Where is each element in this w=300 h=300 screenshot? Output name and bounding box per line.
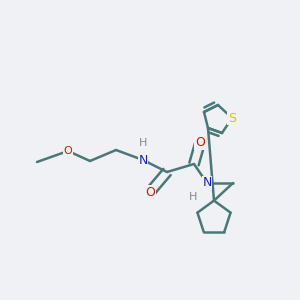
Text: O: O bbox=[145, 185, 155, 199]
Text: S: S bbox=[228, 112, 236, 124]
Text: H: H bbox=[139, 138, 147, 148]
Text: N: N bbox=[138, 154, 148, 166]
Text: N: N bbox=[202, 176, 212, 190]
Text: H: H bbox=[189, 192, 197, 202]
Text: O: O bbox=[195, 136, 205, 149]
Text: O: O bbox=[64, 146, 72, 156]
